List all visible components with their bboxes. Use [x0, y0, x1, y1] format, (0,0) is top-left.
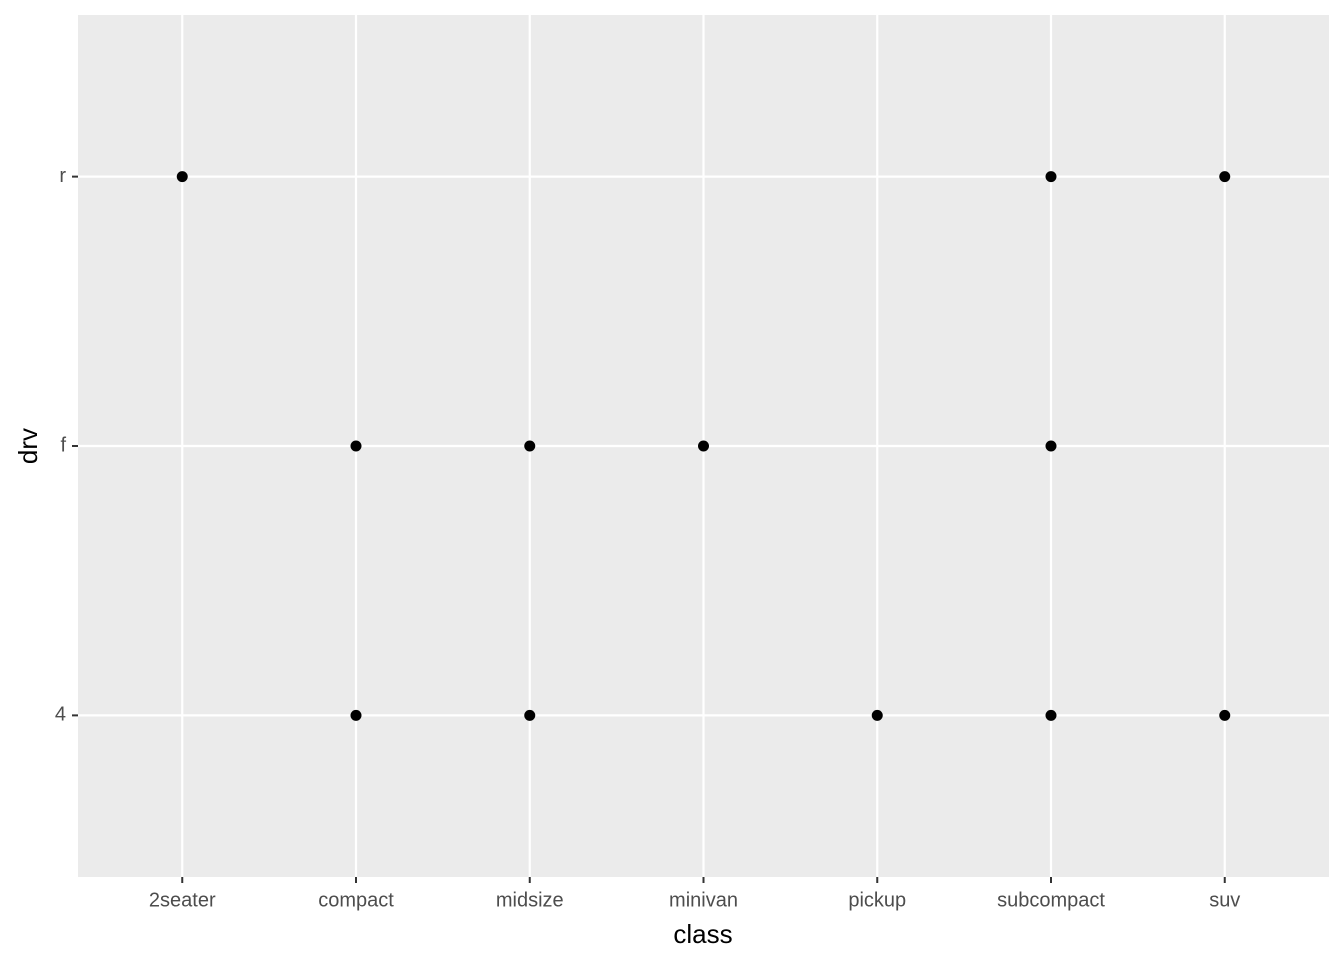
point — [524, 709, 536, 721]
point — [1045, 440, 1057, 452]
y-tick-label: f — [60, 434, 66, 456]
x-tick-label: minivan — [669, 889, 738, 911]
point — [1045, 171, 1057, 183]
y-axis-title: drv — [13, 428, 43, 464]
y-tick-label: 4 — [55, 704, 66, 726]
x-tick-label: 2seater — [149, 889, 216, 911]
x-tick-label: compact — [318, 889, 394, 911]
point — [176, 171, 188, 183]
point — [350, 440, 362, 452]
point — [698, 440, 709, 452]
x-axis-title: class — [673, 919, 732, 949]
x-tick-label: subcompact — [997, 889, 1105, 911]
x-tick-label: suv — [1209, 889, 1240, 911]
point — [871, 709, 883, 721]
point — [350, 709, 362, 721]
x-tick-label: pickup — [848, 889, 906, 911]
point — [1219, 171, 1231, 183]
x-tick-label: midsize — [496, 889, 564, 911]
point — [524, 440, 536, 452]
point — [1219, 709, 1231, 721]
y-tick-label: r — [59, 165, 66, 187]
point — [1045, 709, 1057, 721]
